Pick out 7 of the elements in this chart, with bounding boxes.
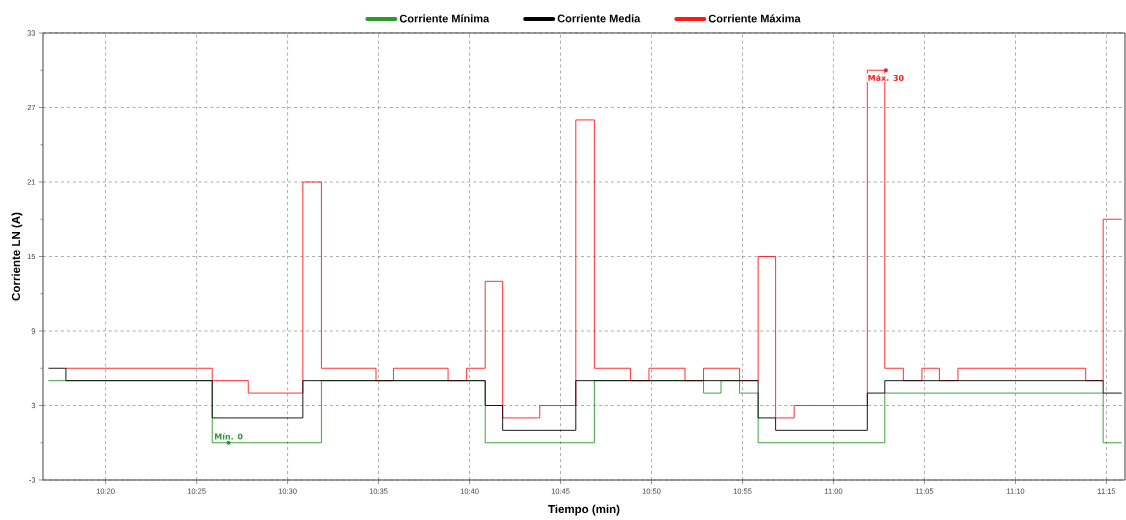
legend-label: Corriente Máxima: [708, 14, 801, 23]
x-axis-title: Tiempo (min): [548, 504, 620, 516]
y-axis-title: Corriente LN (A): [11, 212, 23, 301]
annotation: Máx. 30: [868, 74, 904, 81]
legend-label: Corriente Media: [557, 14, 641, 23]
annotation: Mín. 0: [214, 433, 243, 440]
legend-label: Corriente Mínima: [399, 14, 490, 23]
